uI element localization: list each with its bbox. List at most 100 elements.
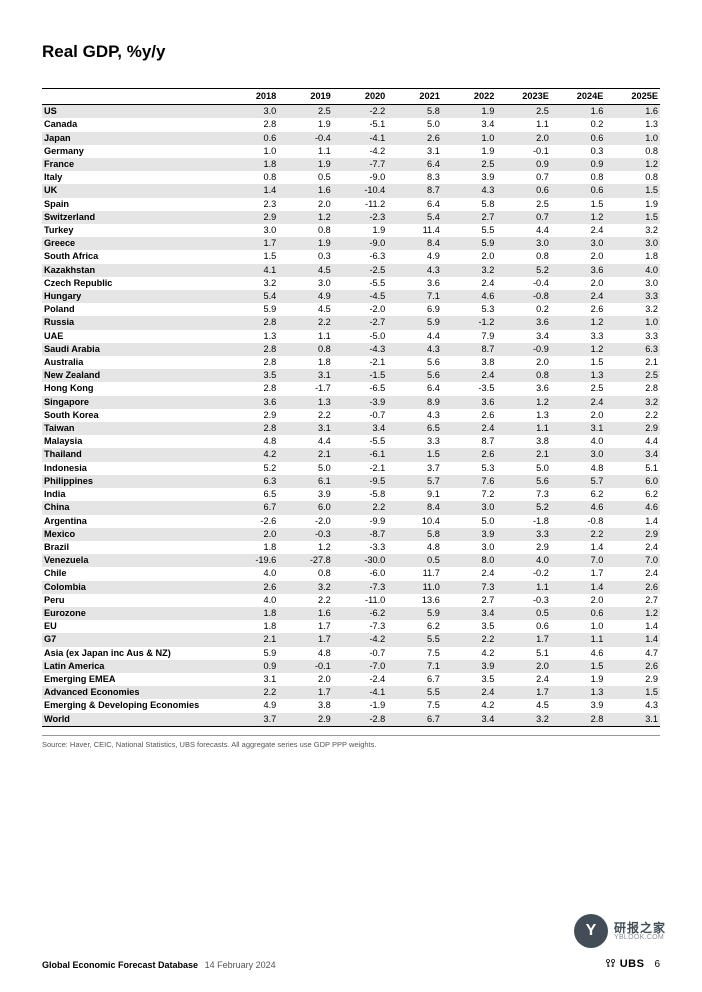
cell: 7.1 [387,290,442,303]
cell: 6.2 [605,488,660,501]
page-number: 6 [654,959,660,970]
cell: -9.0 [333,171,388,184]
cell: 6.5 [387,422,442,435]
cell: 3.0 [442,541,497,554]
row-label: China [42,501,224,514]
row-label: Japan [42,132,224,145]
table-row: Latin America0.9-0.1-7.07.13.92.01.52.6 [42,660,660,673]
cell: 1.1 [551,633,606,646]
cell: 13.6 [387,594,442,607]
cell: -9.5 [333,475,388,488]
footer: Global Economic Forecast Database 14 Feb… [42,958,660,970]
cell: 2.8 [224,382,279,395]
cell: 2.0 [551,594,606,607]
cell: 1.5 [605,184,660,197]
cell: 1.5 [551,660,606,673]
row-label: Hungary [42,290,224,303]
cell: 5.8 [387,528,442,541]
cell: 5.0 [278,462,333,475]
cell: 2.6 [551,303,606,316]
cell: 2.8 [605,382,660,395]
table-row: Czech Republic3.23.0-5.53.62.4-0.42.03.0 [42,277,660,290]
cell: -7.3 [333,620,388,633]
col-2021: 2021 [387,89,442,105]
cell: -7.0 [333,660,388,673]
row-label: Emerging EMEA [42,673,224,686]
row-label: Malaysia [42,435,224,448]
cell: 2.9 [605,673,660,686]
cell: 4.4 [496,224,551,237]
cell: 1.2 [551,343,606,356]
cell: 4.3 [387,343,442,356]
cell: 3.0 [551,237,606,250]
cell: -0.3 [278,528,333,541]
cell: 2.4 [442,422,497,435]
row-label: US [42,105,224,119]
cell: 0.8 [551,171,606,184]
cell: 4.6 [605,501,660,514]
table-row: Mexico2.0-0.3-8.75.83.93.32.22.9 [42,528,660,541]
cell: 9.1 [387,488,442,501]
cell: 4.1 [224,264,279,277]
cell: 3.2 [605,224,660,237]
cell: -10.4 [333,184,388,197]
row-label: Russia [42,316,224,329]
cell: 5.0 [387,118,442,131]
cell: 2.1 [496,448,551,461]
row-label: South Korea [42,409,224,422]
cell: -1.9 [333,699,388,712]
cell: -6.1 [333,448,388,461]
cell: 0.8 [605,171,660,184]
cell: 1.1 [496,118,551,131]
cell: 0.6 [551,607,606,620]
row-label: Kazakhstan [42,264,224,277]
cell: 1.1 [496,581,551,594]
cell: -6.5 [333,382,388,395]
row-label: Australia [42,356,224,369]
cell: 7.3 [496,488,551,501]
row-label: Turkey [42,224,224,237]
cell: 1.8 [224,607,279,620]
row-label: India [42,488,224,501]
cell: 2.4 [442,277,497,290]
cell: 11.4 [387,224,442,237]
cell: -2.4 [333,673,388,686]
cell: 1.9 [278,118,333,131]
cell: 1.6 [551,105,606,119]
cell: 3.0 [278,277,333,290]
cell: 1.7 [551,567,606,580]
cell: 1.9 [442,105,497,119]
cell: 3.6 [224,396,279,409]
cell: 3.7 [224,713,279,727]
cell: 0.6 [551,184,606,197]
cell: 3.4 [442,713,497,727]
col-2022: 2022 [442,89,497,105]
row-label: Hong Kong [42,382,224,395]
cell: 6.2 [387,620,442,633]
table-row: Chile4.00.8-6.011.72.4-0.21.72.4 [42,567,660,580]
cell: 1.7 [496,633,551,646]
row-label: Thailand [42,448,224,461]
cell: 2.8 [224,422,279,435]
row-label: Singapore [42,396,224,409]
table-row: Colombia2.63.2-7.311.07.31.11.42.6 [42,581,660,594]
cell: 1.5 [605,211,660,224]
cell: 4.0 [551,435,606,448]
cell: 8.0 [442,554,497,567]
table-row: Russia2.82.2-2.75.9-1.23.61.21.0 [42,316,660,329]
cell: 1.1 [278,145,333,158]
cell: 2.5 [551,382,606,395]
cell: -30.0 [333,554,388,567]
cell: 0.8 [278,343,333,356]
cell: 2.2 [278,409,333,422]
row-label: World [42,713,224,727]
row-label: France [42,158,224,171]
table-row: Hong Kong2.8-1.7-6.56.4-3.53.62.52.8 [42,382,660,395]
cell: 3.2 [605,303,660,316]
cell: -1.7 [278,382,333,395]
cell: -11.0 [333,594,388,607]
cell: 3.4 [442,607,497,620]
cell: 2.6 [605,660,660,673]
cell: 2.7 [442,211,497,224]
table-header: 201820192020202120222023E2024E2025E [42,89,660,105]
